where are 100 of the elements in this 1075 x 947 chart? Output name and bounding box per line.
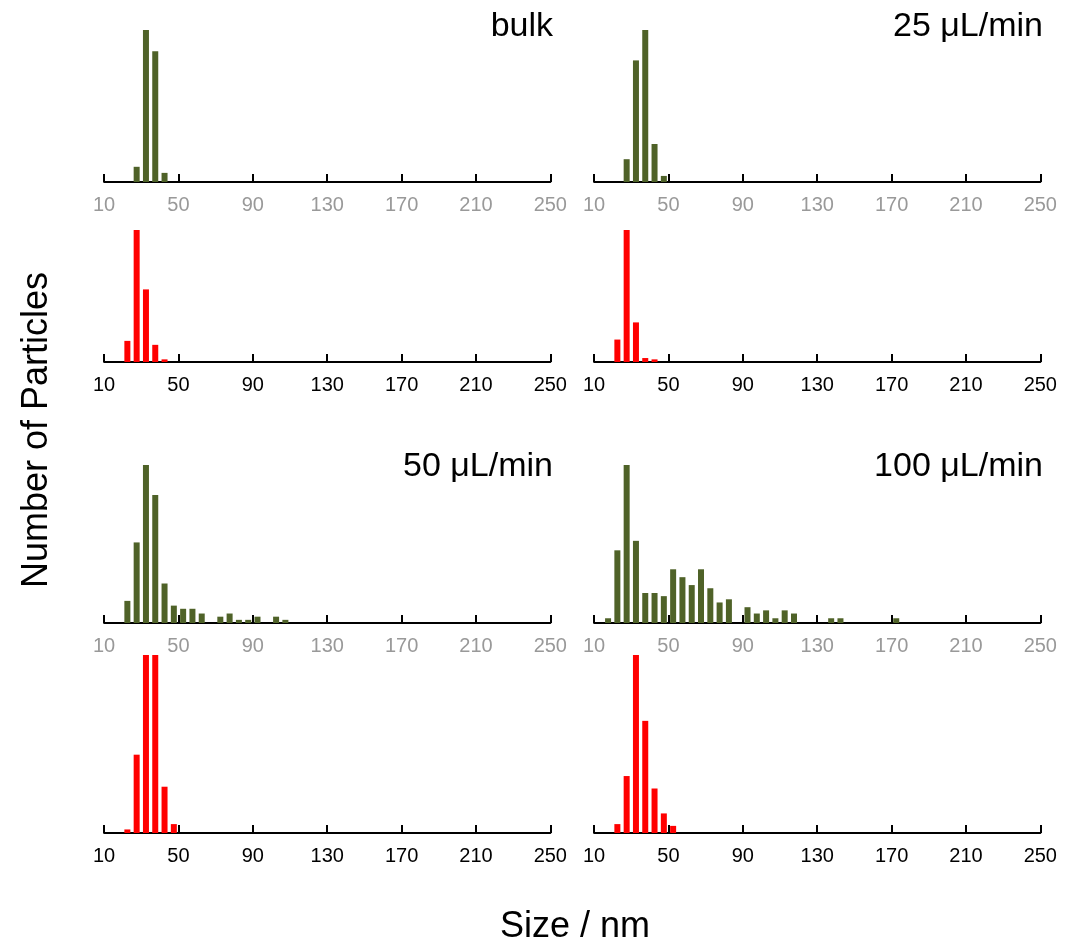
bar	[660, 175, 667, 182]
bar	[254, 616, 261, 623]
x-tick-label: 10	[93, 373, 116, 395]
x-tick-label: 90	[241, 193, 264, 215]
bar	[198, 613, 205, 623]
bar	[142, 465, 149, 623]
bar	[152, 344, 159, 362]
x-tick-label: 210	[459, 634, 493, 656]
x-tick-label: 130	[310, 634, 344, 656]
x-tick-label: 50	[167, 844, 190, 866]
bar	[273, 616, 280, 623]
x-tick-label: 210	[949, 844, 983, 866]
bar	[651, 592, 658, 623]
x-tick-label: 10	[583, 634, 606, 656]
x-tick-label: 210	[949, 193, 983, 215]
bar	[124, 600, 131, 623]
bar	[161, 786, 168, 833]
bar	[632, 322, 639, 362]
bar	[632, 655, 639, 833]
x-tick-label: 50	[167, 634, 190, 656]
chart-title: 50 μL/min	[403, 445, 553, 483]
bar	[133, 230, 140, 362]
x-axis-title: Size / nm	[499, 904, 651, 946]
bar	[124, 340, 131, 362]
bar	[217, 616, 224, 623]
x-tick-label: 130	[310, 193, 344, 215]
x-tick-label: 210	[459, 193, 493, 215]
bar	[623, 776, 630, 833]
bar	[828, 618, 835, 623]
x-tick-label: 90	[731, 844, 754, 866]
bar	[605, 618, 612, 623]
bar	[632, 540, 639, 623]
bar	[152, 495, 159, 623]
bar	[642, 30, 649, 182]
bar	[161, 359, 168, 362]
x-tick-label: 10	[583, 193, 606, 215]
bar	[189, 608, 196, 623]
bar	[679, 577, 686, 623]
x-tick-label: 130	[800, 373, 834, 395]
x-tick-label: 170	[874, 373, 909, 395]
bar	[763, 610, 770, 623]
chart-title: 25 μL/min	[893, 5, 1043, 43]
bar	[660, 596, 667, 623]
bar	[614, 550, 621, 623]
bar	[707, 588, 714, 623]
bar	[623, 230, 630, 362]
bar	[670, 569, 677, 623]
bar	[772, 618, 779, 623]
x-tick-label: 170	[874, 193, 909, 215]
bar	[235, 619, 242, 623]
x-tick-label: 250	[533, 844, 567, 866]
x-tick-label: 130	[310, 373, 344, 395]
bar	[893, 618, 900, 623]
bar	[670, 825, 677, 833]
bar	[651, 144, 658, 182]
bar	[744, 607, 751, 623]
bar	[660, 813, 667, 833]
bar	[623, 465, 630, 623]
x-tick-label: 250	[1023, 373, 1057, 395]
bar	[133, 166, 140, 182]
bar	[170, 824, 177, 833]
bar	[180, 608, 187, 623]
bar	[716, 602, 723, 623]
bar	[698, 569, 705, 623]
bar	[642, 592, 649, 623]
bar	[124, 829, 131, 833]
x-tick-label: 90	[731, 193, 754, 215]
x-tick-label: 90	[241, 844, 264, 866]
x-tick-label: 130	[800, 634, 834, 656]
bar	[642, 358, 649, 362]
bar	[837, 618, 844, 623]
y-axis-title: Number of Particles	[14, 271, 56, 589]
x-tick-label: 210	[949, 634, 983, 656]
bar	[282, 619, 289, 623]
x-tick-label: 130	[800, 844, 834, 866]
x-tick-label: 250	[1023, 844, 1057, 866]
bar	[790, 613, 797, 623]
x-tick-label: 170	[384, 373, 419, 395]
x-tick-label: 10	[93, 844, 116, 866]
x-tick-label: 10	[93, 634, 116, 656]
bar	[142, 655, 149, 833]
x-tick-label: 210	[459, 373, 493, 395]
x-tick-label: 210	[949, 373, 983, 395]
bar	[651, 788, 658, 833]
x-tick-label: 50	[657, 193, 680, 215]
x-tick-label: 210	[459, 844, 493, 866]
x-tick-label: 50	[657, 634, 680, 656]
bar	[651, 359, 658, 362]
bar	[226, 613, 233, 623]
bar	[161, 583, 168, 623]
x-tick-label: 170	[874, 634, 909, 656]
x-tick-label: 250	[533, 193, 567, 215]
bar	[614, 339, 621, 362]
bar	[245, 619, 252, 623]
chart-title: bulk	[490, 5, 554, 43]
bar	[161, 172, 168, 182]
bar	[142, 289, 149, 362]
x-tick-label: 10	[583, 844, 606, 866]
bar	[688, 585, 695, 623]
bar	[152, 51, 159, 182]
